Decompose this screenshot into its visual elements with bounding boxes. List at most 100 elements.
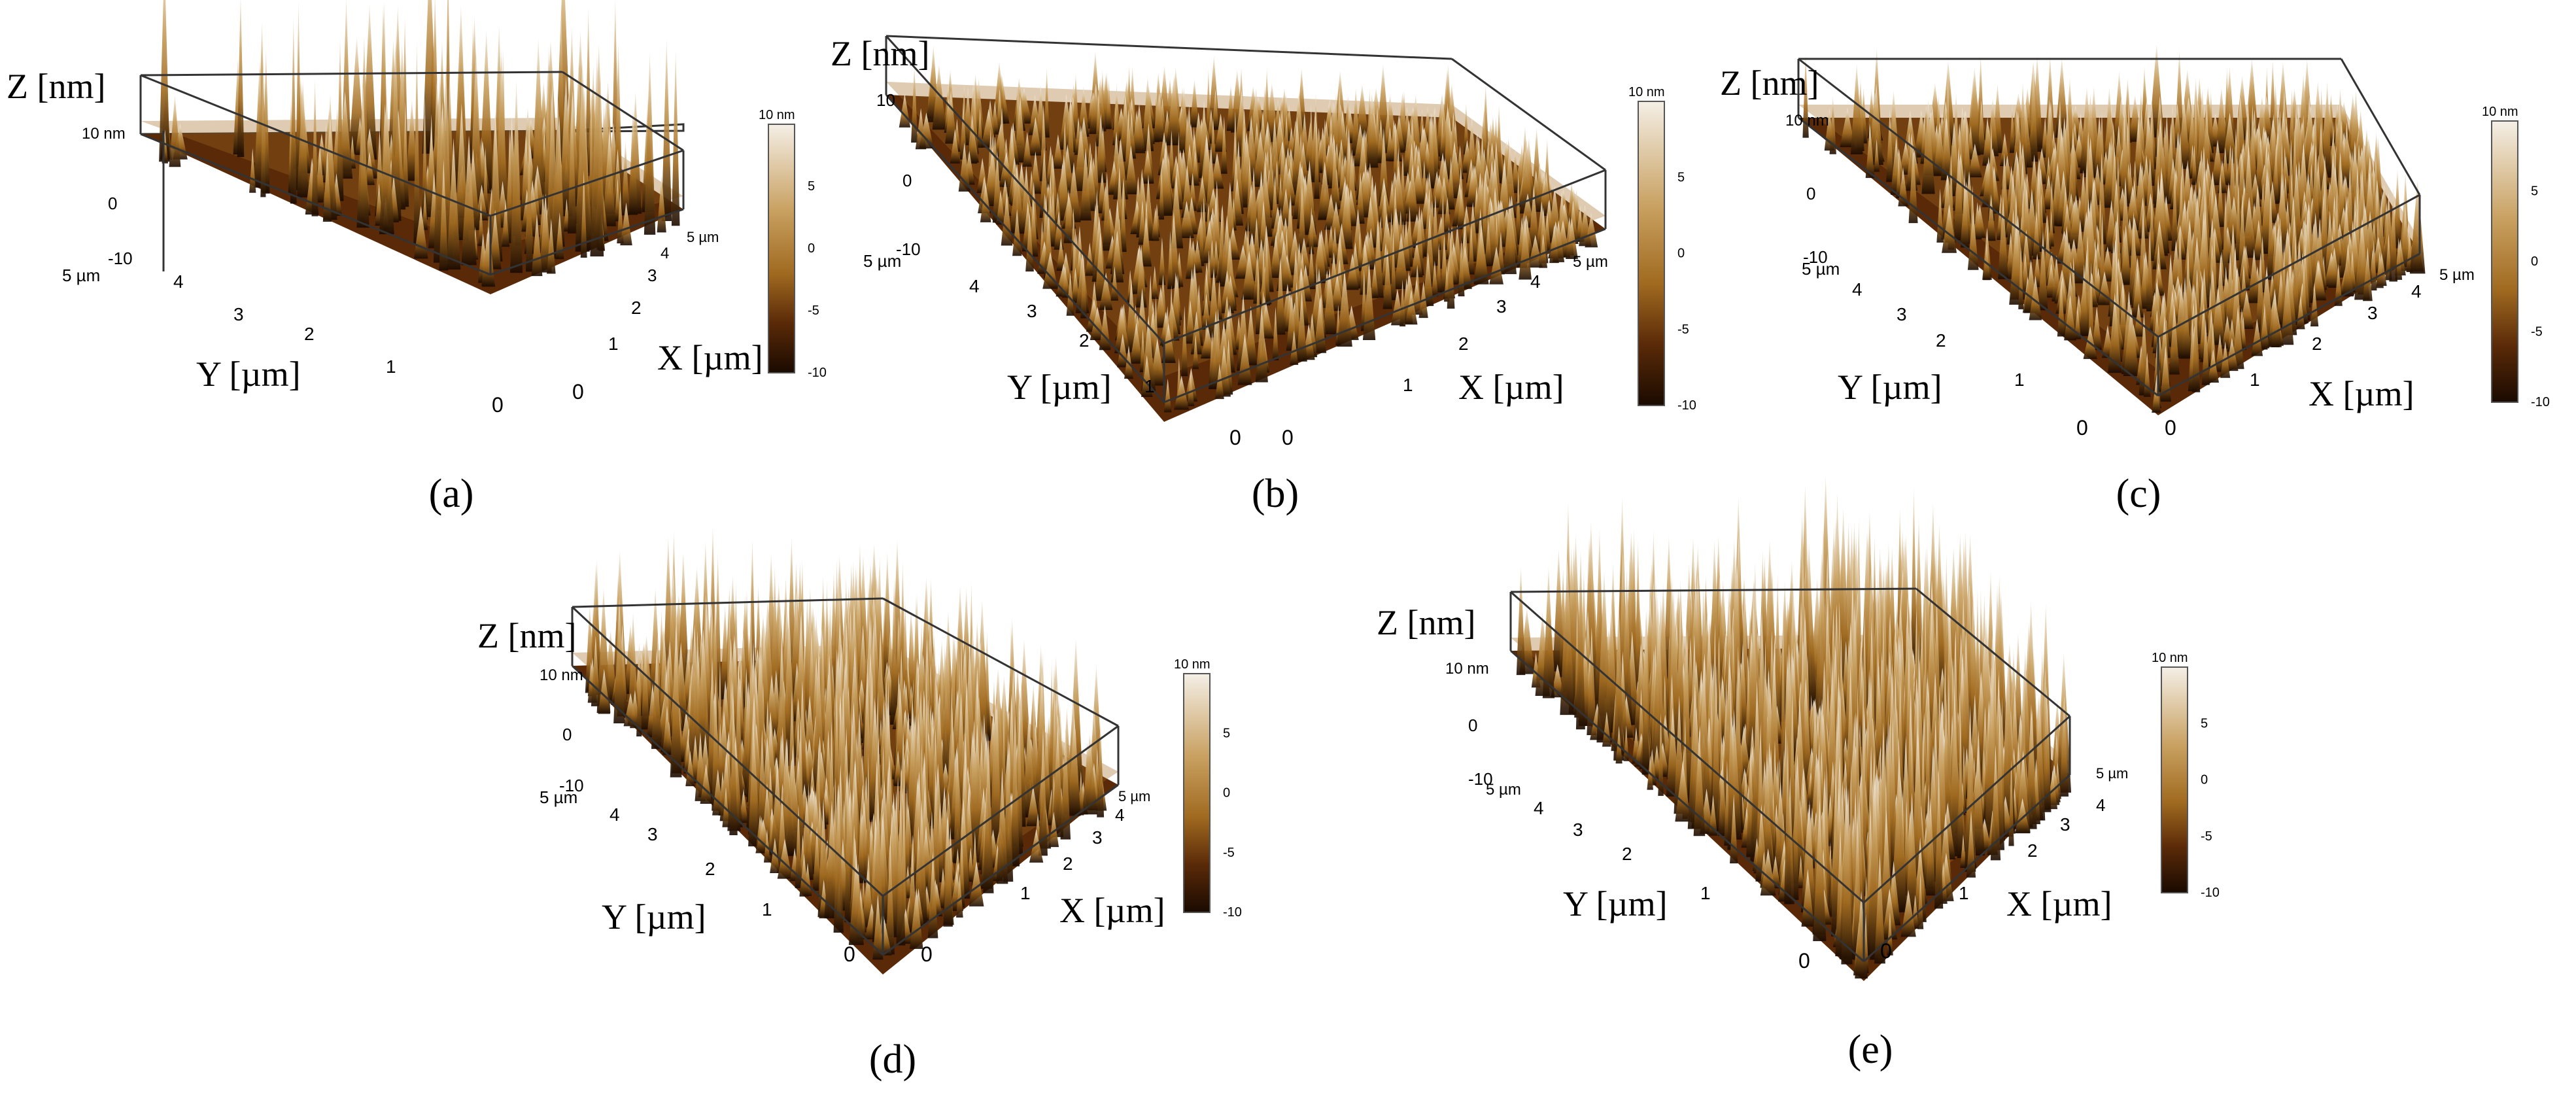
x-tick-5: 5 µm <box>2096 765 2128 782</box>
surface-b <box>885 35 1607 422</box>
z-tick-bottom: -10 <box>896 239 921 259</box>
x-tick-1: 1 <box>1959 883 1969 903</box>
y-tick-2: 2 <box>1936 330 1946 351</box>
colorbar: 10 nm 5 0 -5 -10 <box>2482 105 2550 409</box>
z-tick-top: 10 nm <box>1445 660 1489 678</box>
caption: (e) <box>1848 1027 1893 1072</box>
z-tick-mid: 0 <box>108 194 117 213</box>
colorbar-tick: -5 <box>1677 322 1689 337</box>
colorbar-tick: -10 <box>2201 886 2220 900</box>
z-tick-mid: 0 <box>902 171 912 190</box>
z-axis-title: Z [nm] <box>831 34 929 73</box>
caption: (d) <box>869 1037 916 1082</box>
z-tick-mid: 0 <box>1806 184 1815 203</box>
x-tick-3: 3 <box>1496 296 1507 317</box>
y-tick-0: 0 <box>844 942 855 966</box>
colorbar-tick: 0 <box>2201 773 2208 787</box>
colorbar-max-label: 10 nm <box>1628 85 1665 99</box>
y-tick-4: 4 <box>610 804 620 825</box>
x-tick-4: 4 <box>661 245 669 262</box>
y-tick-2: 2 <box>1079 330 1090 351</box>
y-tick-1: 1 <box>386 356 396 377</box>
z-axis-title: Z [nm] <box>7 67 105 106</box>
y-tick-5: 5 µm <box>62 266 100 285</box>
colorbar-tick: 5 <box>1677 170 1685 184</box>
panel-e: Z [nm] 10 nm 0 -10 5 µm 4 3 2 1 0 0 1 2 … <box>1347 475 2220 1104</box>
x-axis-title: X [µm] <box>1059 891 1165 930</box>
z-tick-top: 10 nm <box>1785 112 1829 129</box>
panel-a: Z [nm] 10 nm 0 -10 5 µm 4 3 2 1 0 0 1 2 … <box>0 0 827 543</box>
colorbar-tick: -10 <box>1223 905 1242 920</box>
colorbar-tick: -5 <box>2201 829 2212 844</box>
x-tick-2: 2 <box>631 298 642 318</box>
z-tick-bottom: -10 <box>108 249 133 268</box>
x-tick-5: 5 µm <box>2439 266 2475 284</box>
y-tick-3: 3 <box>1027 301 1037 321</box>
caption: (b) <box>1252 472 1299 516</box>
y-tick-3: 3 <box>1573 819 1583 840</box>
x-tick-4: 4 <box>1530 271 1541 292</box>
y-tick-0: 0 <box>2076 416 2088 440</box>
y-tick-0: 0 <box>1798 949 1810 973</box>
z-tick-top: 10 nm <box>82 125 126 143</box>
colorbar-max-label: 10 nm <box>2152 651 2188 665</box>
y-tick-4: 4 <box>173 271 184 292</box>
y-tick-4: 4 <box>1852 279 1863 300</box>
y-tick-5: 5 µm <box>863 251 901 271</box>
x-tick-0: 0 <box>1880 939 1892 963</box>
z-tick-bottom: -10 <box>559 776 584 795</box>
x-tick-3: 3 <box>647 266 657 285</box>
y-tick-5: 5 µm <box>1486 781 1521 799</box>
x-tick-3: 3 <box>2367 303 2378 323</box>
y-tick-3: 3 <box>233 304 244 324</box>
y-tick-3: 3 <box>647 824 658 844</box>
z-axis-title: Z [nm] <box>477 616 576 655</box>
x-tick-2: 2 <box>2312 334 2322 354</box>
panel-b: Z [nm] 10 0 -10 5 µm 4 3 2 1 0 0 1 2 3 4… <box>811 0 1720 543</box>
y-tick-1: 1 <box>1144 376 1155 396</box>
y-tick-0: 0 <box>1229 426 1241 449</box>
y-axis-title: Y [µm] <box>1007 368 1112 407</box>
colorbar-gradient <box>768 124 795 373</box>
caption: (c) <box>2116 472 2161 516</box>
x-tick-1: 1 <box>2250 370 2260 390</box>
colorbar: 10 nm 5 0 -5 -10 <box>1174 657 1242 920</box>
y-tick-2: 2 <box>304 324 315 344</box>
x-tick-1: 1 <box>608 334 619 354</box>
colorbar-tick: 0 <box>808 241 815 256</box>
x-tick-0: 0 <box>2165 416 2176 440</box>
y-tick-2: 2 <box>705 859 715 879</box>
colorbar-tick: 5 <box>808 179 815 194</box>
y-tick-5: 5 µm <box>1802 259 1840 279</box>
z-tick-top: 10 <box>876 90 895 110</box>
x-tick-0: 0 <box>572 380 584 404</box>
z-tick-mid: 0 <box>562 725 572 744</box>
colorbar-tick: 5 <box>1223 726 1230 740</box>
x-tick-2: 2 <box>2027 840 2038 861</box>
caption: (a) <box>429 472 474 516</box>
panel-d: Z [nm] 10 nm 0 -10 5 µm 4 3 2 1 0 0 1 2 … <box>458 525 1308 1104</box>
colorbar-tick: -10 <box>1677 398 1696 413</box>
colorbar-max-label: 10 nm <box>1174 657 1211 672</box>
colorbar-tick: -5 <box>1223 846 1235 860</box>
z-axis-title: Z [nm] <box>1377 603 1475 642</box>
panel-c: Z [nm] 10 nm 0 -10 5 µm 4 3 2 1 0 0 1 2 … <box>1720 0 2576 543</box>
colorbar-tick: 0 <box>1677 247 1685 261</box>
y-tick-1: 1 <box>1700 883 1711 903</box>
z-tick-bottom: -10 <box>1803 247 1828 267</box>
y-tick-1: 1 <box>2014 370 2025 390</box>
z-tick-mid: 0 <box>1468 716 1477 735</box>
colorbar-gradient <box>1183 673 1211 913</box>
y-axis-title: Y [µm] <box>1838 368 1942 407</box>
z-tick-bottom: -10 <box>1468 769 1493 789</box>
x-tick-0: 0 <box>921 942 933 966</box>
x-tick-3: 3 <box>2060 814 2070 835</box>
x-tick-5: 5 µm <box>1573 253 1608 271</box>
colorbar-max-label: 10 nm <box>759 108 795 122</box>
surface-d <box>571 525 1120 975</box>
x-tick-3: 3 <box>1092 827 1103 848</box>
y-axis-title: Y [µm] <box>602 897 706 937</box>
colorbar-tick: -10 <box>2531 395 2550 409</box>
x-axis-title: X [µm] <box>1458 368 1564 407</box>
